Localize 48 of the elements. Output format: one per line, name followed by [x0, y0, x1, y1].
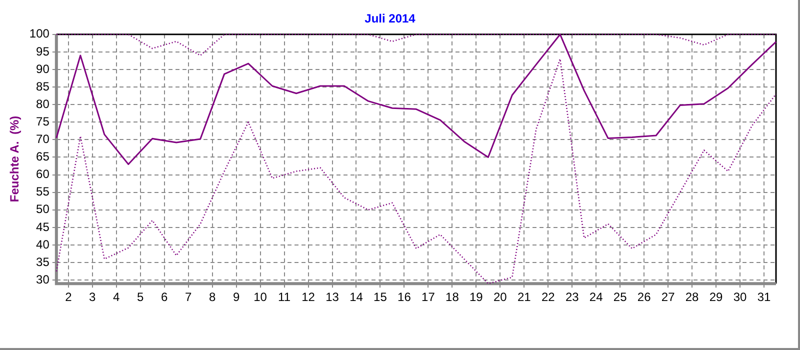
x-tick-label: 28: [685, 290, 700, 304]
y-tick-label: 70: [36, 132, 50, 146]
x-tick-label: 15: [374, 290, 388, 304]
x-tick-label: 10: [254, 290, 268, 304]
x-tick-label: 27: [661, 290, 676, 304]
x-tick-label: 30: [733, 290, 748, 304]
y-tick-label: 100: [29, 26, 50, 41]
x-tick-label: 29: [709, 290, 724, 304]
x-tick-label: 13: [326, 290, 340, 304]
y-tick-label: 40: [36, 237, 50, 252]
x-tick-label: 3: [89, 290, 96, 304]
x-tick-label: 24: [589, 290, 604, 304]
x-tick-label: 6: [161, 290, 168, 304]
y-axis-title: Feuchte A. (%): [8, 116, 22, 202]
x-tick-label: 7: [185, 290, 192, 304]
y-tick-label: 90: [36, 62, 50, 76]
chart-title: Juli 2014: [364, 12, 416, 26]
y-tick-label: 55: [36, 184, 50, 199]
x-tick-label: 26: [637, 290, 652, 304]
x-tick-label: 22: [541, 290, 556, 304]
y-tick-label: 50: [36, 202, 50, 216]
y-tick-label: 45: [36, 220, 50, 234]
x-tick-label: 12: [302, 290, 316, 304]
x-tick-label: 5: [137, 290, 144, 304]
y-tick-label: 35: [36, 254, 50, 269]
x-tick-label: 8: [208, 290, 216, 304]
y-tick-label: 80: [36, 96, 50, 111]
x-tick-label: 14: [350, 290, 364, 304]
y-tick-label: 60: [36, 167, 50, 182]
x-tick-label: 4: [113, 290, 120, 304]
x-tick-label: 31: [757, 290, 771, 304]
x-tick-label: 2: [65, 290, 72, 304]
x-tick-label: 9: [232, 290, 240, 304]
x-tick-label: 19: [469, 290, 484, 304]
y-tick-label: 85: [36, 79, 50, 94]
x-tick-label: 23: [565, 290, 580, 304]
y-tick-label: 95: [36, 44, 50, 58]
y-tick-label: 30: [36, 272, 50, 286]
y-tick-label: 75: [36, 114, 50, 128]
x-tick-label: 17: [422, 290, 436, 304]
x-tick-label: 25: [613, 290, 628, 304]
x-tick-label: 16: [398, 290, 412, 304]
line-series: [56, 58, 777, 284]
x-tick-label: 11: [278, 290, 291, 304]
y-tick-label: 65: [36, 150, 50, 164]
x-tick-label: 20: [493, 290, 508, 304]
x-tick-label: 18: [446, 290, 460, 304]
x-tick-label: 21: [517, 290, 532, 304]
